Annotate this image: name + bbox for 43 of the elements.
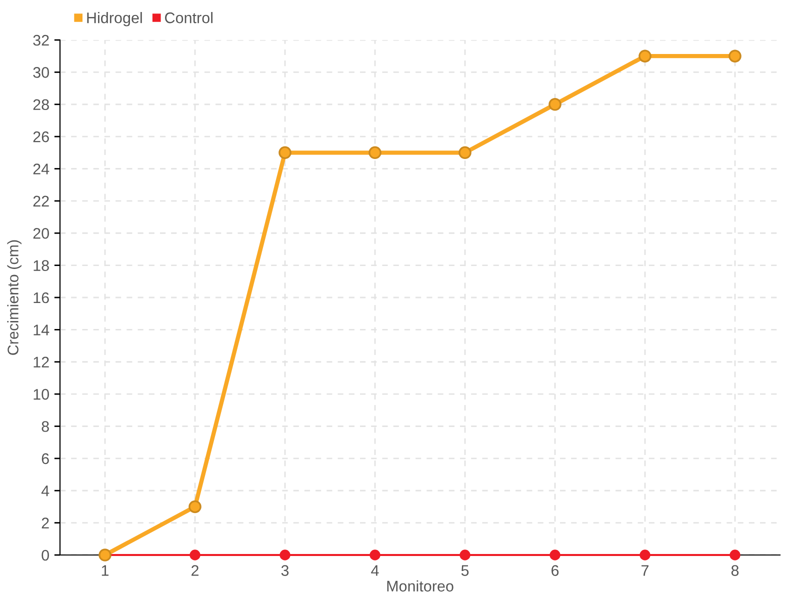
point — [460, 550, 470, 560]
y-tick-label: 16 — [34, 292, 49, 304]
x-tick-label: 4 — [371, 565, 379, 576]
y-tick-label: 10 — [34, 388, 49, 400]
x-tick-label: 2 — [192, 565, 198, 576]
y-tick-label: 26 — [33, 131, 49, 142]
y-tick-label: 4 — [41, 486, 50, 496]
point — [730, 550, 740, 560]
point — [550, 550, 560, 560]
point — [638, 50, 652, 62]
y-tick-label: 28 — [33, 99, 49, 110]
point — [278, 146, 292, 160]
y-tick-label: 32 — [33, 34, 49, 46]
x-tick-label: 6 — [552, 565, 559, 576]
x-axis-title: Monitoreo — [387, 580, 454, 592]
y-tick-label: 0 — [42, 550, 49, 561]
point — [640, 550, 650, 560]
point — [548, 98, 562, 111]
x-tick-label: 3 — [281, 565, 289, 576]
point — [370, 550, 380, 560]
x-tick-label: 7 — [642, 565, 648, 576]
point — [280, 550, 290, 560]
y-tick-label: 30 — [33, 67, 49, 78]
x-tick-label: 5 — [461, 565, 469, 576]
y-tick-label: 20 — [33, 228, 49, 239]
point — [190, 550, 200, 560]
y-tick-label: 22 — [33, 196, 49, 206]
y-tick-label: 6 — [42, 453, 49, 464]
point — [188, 500, 202, 514]
point — [728, 50, 742, 62]
point — [368, 146, 382, 160]
y-tick-label: 24 — [33, 164, 50, 174]
legend-label: Hidrogel — [87, 12, 142, 26]
y-tick-label: 18 — [34, 260, 49, 271]
x-tick-label: 8 — [731, 565, 739, 576]
legend-label: Control — [165, 12, 212, 24]
y-tick-label: 8 — [42, 421, 49, 432]
y-tick-label: 2 — [42, 518, 49, 528]
y-axis-title: Crecimiento (cm) — [7, 240, 22, 355]
point — [458, 146, 472, 160]
x-tick-label: 1 — [102, 565, 109, 576]
y-tick-label: 14 — [34, 324, 50, 336]
y-tick-label: 12 — [34, 356, 49, 368]
